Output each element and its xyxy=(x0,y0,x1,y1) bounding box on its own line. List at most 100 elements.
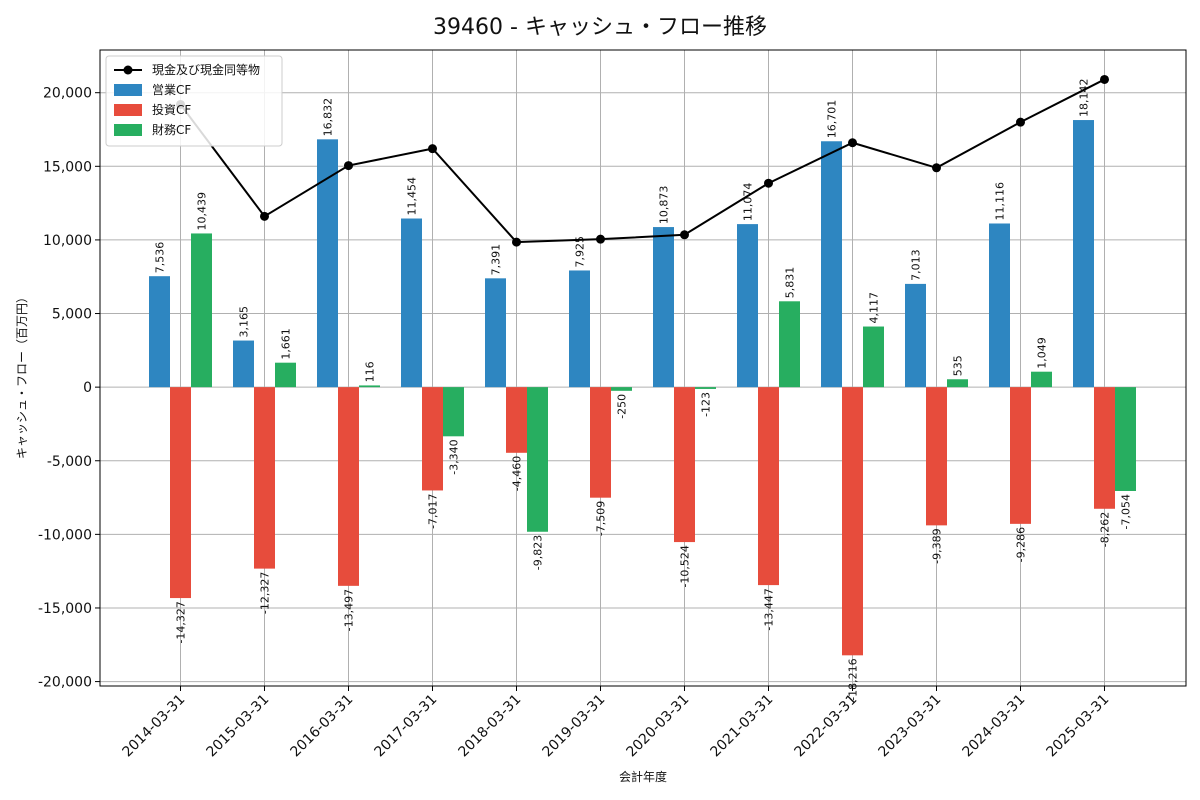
bar-operating xyxy=(821,141,842,388)
bar-operating xyxy=(485,278,506,388)
bar-value-label: -7,054 xyxy=(1120,494,1133,529)
x-tick-label: 2022-03-31 xyxy=(791,692,860,761)
bar-financing xyxy=(947,379,968,388)
bar-investing xyxy=(1094,387,1115,509)
bar-financing xyxy=(779,301,800,388)
x-tick-label: 2023-03-31 xyxy=(875,692,944,761)
cash-equivalents-point xyxy=(1016,117,1025,127)
bar-financing xyxy=(1031,371,1052,388)
bar-value-label: -7,509 xyxy=(595,501,608,536)
bar-operating xyxy=(905,283,926,388)
bar-investing xyxy=(338,387,359,586)
x-tick-label: 2025-03-31 xyxy=(1043,692,1112,761)
bar-operating xyxy=(1073,120,1094,388)
bar-value-label: -7,017 xyxy=(427,493,440,528)
bar-operating xyxy=(569,270,590,388)
bar-investing xyxy=(1010,387,1031,524)
bar-operating xyxy=(233,340,254,388)
bar-value-label: -9,286 xyxy=(1015,527,1028,562)
y-tick-label: 0 xyxy=(83,380,92,396)
line-series xyxy=(176,74,1109,247)
bar-value-label: 4,117 xyxy=(868,292,881,324)
bar-financing xyxy=(1115,387,1136,491)
y-tick-label: 5,000 xyxy=(52,307,92,323)
bar-value-label: -4,460 xyxy=(511,456,524,491)
cash-equivalents-point xyxy=(1100,74,1109,84)
bar-operating xyxy=(401,218,422,388)
bar-investing xyxy=(254,387,275,569)
y-axis-label: キャッシュ・フロー（百万円） xyxy=(15,291,29,459)
legend-label: 財務CF xyxy=(152,122,191,137)
bar-value-label: 11,074 xyxy=(742,183,755,222)
bar-value-label: 7,013 xyxy=(910,249,923,281)
legend-bar-swatch xyxy=(114,84,142,96)
legend-bar-swatch xyxy=(114,124,142,136)
bar-financing xyxy=(359,385,380,388)
bar-financing xyxy=(527,387,548,532)
bar-value-label: 7,925 xyxy=(574,236,587,268)
bar-operating xyxy=(737,224,758,388)
cash-equivalents-point xyxy=(512,237,521,247)
bar-value-label: -9,389 xyxy=(931,528,944,563)
y-tick-label: 15,000 xyxy=(43,159,92,175)
bar-investing xyxy=(590,387,611,498)
bar-value-label: 1,661 xyxy=(280,328,293,360)
legend-label: 営業CF xyxy=(152,83,191,97)
bar-value-label: -13,497 xyxy=(343,589,356,631)
bar-investing xyxy=(926,387,947,526)
bar-value-label: -18,216 xyxy=(847,658,860,700)
y-tick-label: -15,000 xyxy=(38,601,92,617)
x-tick-label: 2018-03-31 xyxy=(455,692,524,761)
bar-operating xyxy=(317,139,338,388)
y-tick-label: 20,000 xyxy=(43,86,92,102)
bar-value-label: -12,327 xyxy=(259,572,272,614)
legend-marker xyxy=(123,65,133,75)
legend-bar-swatch xyxy=(114,104,142,116)
cash-equivalents-point xyxy=(932,163,941,173)
x-tick-label: 2020-03-31 xyxy=(623,692,692,761)
cash-equivalents-point xyxy=(848,138,857,148)
bar-value-label: -14,327 xyxy=(175,601,188,643)
bar-investing xyxy=(170,387,191,599)
bar-value-label: -10,524 xyxy=(679,545,692,587)
grid-lines xyxy=(100,50,1186,686)
y-tick-label: -5,000 xyxy=(47,454,92,470)
cash-equivalents-point xyxy=(680,230,689,240)
bar-value-label: 11,454 xyxy=(406,177,419,216)
bar-value-label: -3,340 xyxy=(448,439,461,474)
bar-value-label: 16,701 xyxy=(826,100,839,139)
cash-equivalents-point xyxy=(596,234,605,244)
bar-value-label: -13,447 xyxy=(763,588,776,630)
bar-investing xyxy=(758,387,779,586)
bar-investing xyxy=(422,387,443,491)
bar-operating xyxy=(989,223,1010,388)
bar-value-label: 7,391 xyxy=(490,244,503,276)
bar-financing xyxy=(695,387,716,389)
bar-operating xyxy=(149,276,170,388)
bar-investing xyxy=(674,387,695,543)
x-tick-label: 2019-03-31 xyxy=(539,692,608,761)
y-tick-label: -20,000 xyxy=(38,675,92,691)
y-tick-label: 10,000 xyxy=(43,233,92,249)
bar-value-label: 5,831 xyxy=(784,267,797,299)
cash-equivalents-point xyxy=(764,178,773,188)
legend-label: 投資CF xyxy=(152,102,191,117)
bar-investing xyxy=(842,387,863,656)
bar-value-label: -250 xyxy=(616,394,629,419)
bar-value-label: 10,439 xyxy=(196,192,209,231)
plot-frame xyxy=(99,49,1187,687)
legend-box xyxy=(105,55,283,147)
cash-equivalents-point xyxy=(428,144,437,154)
bar-value-label: 11,116 xyxy=(994,182,1007,221)
bar-value-label: 3,165 xyxy=(238,306,251,338)
bar-value-label: 116 xyxy=(364,361,377,382)
x-tick-label: 2017-03-31 xyxy=(371,692,440,761)
bar-value-label: -123 xyxy=(700,392,713,417)
bar-investing xyxy=(506,387,527,453)
x-tick-label: 2021-03-31 xyxy=(707,692,776,761)
cash-equivalents-line xyxy=(179,78,1105,244)
y-tick-label: -10,000 xyxy=(38,527,92,543)
bar-operating xyxy=(653,227,674,388)
